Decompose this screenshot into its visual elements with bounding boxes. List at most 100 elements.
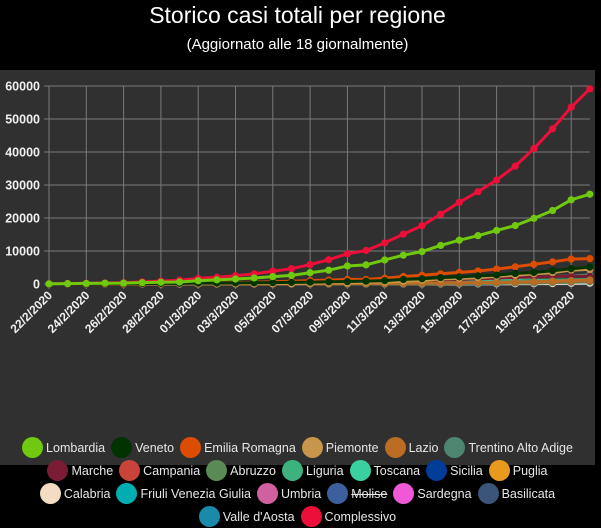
- data-point[interactable]: [437, 242, 444, 249]
- legend-label: Calabria: [64, 487, 111, 501]
- data-point[interactable]: [101, 280, 108, 287]
- data-point[interactable]: [493, 271, 500, 278]
- legend-item[interactable]: Campania: [119, 460, 200, 481]
- legend-item[interactable]: Friuli Venezia Giulia: [116, 483, 250, 504]
- data-point[interactable]: [456, 237, 463, 244]
- legend-item[interactable]: Lombardia: [22, 437, 105, 458]
- legend-item[interactable]: Emilia Romagna: [180, 437, 296, 458]
- legend-item[interactable]: Lazio: [385, 437, 439, 458]
- data-point[interactable]: [456, 199, 463, 206]
- legend-item[interactable]: Veneto: [111, 437, 174, 458]
- data-point[interactable]: [586, 276, 593, 283]
- data-point[interactable]: [344, 278, 351, 285]
- data-point[interactable]: [586, 255, 593, 262]
- data-point[interactable]: [325, 278, 332, 285]
- data-point[interactable]: [530, 278, 537, 285]
- data-point[interactable]: [344, 250, 351, 257]
- data-point[interactable]: [474, 188, 481, 195]
- legend-item[interactable]: Toscana: [350, 460, 421, 481]
- data-point[interactable]: [493, 227, 500, 234]
- legend-label: Sicilia: [450, 464, 483, 478]
- data-point[interactable]: [251, 274, 258, 281]
- data-point[interactable]: [568, 104, 575, 111]
- data-point[interactable]: [362, 278, 369, 285]
- data-point[interactable]: [512, 270, 519, 277]
- data-point[interactable]: [512, 222, 519, 229]
- data-point[interactable]: [64, 280, 71, 287]
- data-point[interactable]: [418, 222, 425, 229]
- data-point[interactable]: [325, 256, 332, 263]
- legend-item[interactable]: Trentino Alto Adige: [444, 437, 572, 458]
- legend-item[interactable]: Calabria: [40, 483, 111, 504]
- legend-item[interactable]: Umbria: [257, 483, 321, 504]
- data-point[interactable]: [400, 276, 407, 283]
- data-point[interactable]: [437, 274, 444, 281]
- data-point[interactable]: [512, 163, 519, 170]
- data-point[interactable]: [586, 85, 593, 92]
- data-point[interactable]: [530, 145, 537, 152]
- data-point[interactable]: [381, 256, 388, 263]
- data-point[interactable]: [512, 263, 519, 270]
- data-point[interactable]: [549, 278, 556, 285]
- data-point[interactable]: [549, 258, 556, 265]
- legend-item[interactable]: Basilicata: [478, 483, 556, 504]
- data-point[interactable]: [549, 207, 556, 214]
- data-point[interactable]: [325, 267, 332, 274]
- legend-item[interactable]: Liguria: [282, 460, 344, 481]
- legend-item[interactable]: Abruzzo: [206, 460, 276, 481]
- legend-item[interactable]: Marche: [47, 460, 113, 481]
- data-point[interactable]: [568, 196, 575, 203]
- y-tick-label: 60000: [5, 80, 40, 94]
- data-point[interactable]: [232, 275, 239, 282]
- data-point[interactable]: [45, 280, 52, 287]
- data-point[interactable]: [437, 211, 444, 218]
- data-point[interactable]: [549, 125, 556, 132]
- data-point[interactable]: [586, 191, 593, 198]
- data-point[interactable]: [568, 277, 575, 284]
- data-point[interactable]: [400, 231, 407, 238]
- data-point[interactable]: [288, 272, 295, 279]
- data-point[interactable]: [530, 269, 537, 276]
- data-point[interactable]: [195, 277, 202, 284]
- data-point[interactable]: [530, 215, 537, 222]
- data-point[interactable]: [568, 255, 575, 262]
- data-point[interactable]: [344, 262, 351, 269]
- data-point[interactable]: [381, 277, 388, 284]
- legend-item[interactable]: Complessivo: [301, 506, 397, 527]
- data-point[interactable]: [176, 278, 183, 285]
- data-point[interactable]: [307, 269, 314, 276]
- data-point[interactable]: [549, 267, 556, 274]
- data-point[interactable]: [269, 273, 276, 280]
- data-point[interactable]: [381, 239, 388, 246]
- y-tick-label: 50000: [5, 113, 40, 127]
- data-point[interactable]: [474, 272, 481, 279]
- data-point[interactable]: [493, 176, 500, 183]
- data-point[interactable]: [530, 261, 537, 268]
- data-point[interactable]: [474, 232, 481, 239]
- legend-item[interactable]: Puglia: [489, 460, 548, 481]
- data-point[interactable]: [288, 265, 295, 272]
- data-point[interactable]: [307, 261, 314, 268]
- legend-item[interactable]: Molise: [327, 483, 387, 504]
- legend-item[interactable]: Valle d'Aosta: [199, 506, 295, 527]
- data-point[interactable]: [418, 275, 425, 282]
- data-point[interactable]: [400, 252, 407, 259]
- data-point[interactable]: [157, 279, 164, 286]
- data-point[interactable]: [512, 279, 519, 286]
- data-point[interactable]: [307, 279, 314, 286]
- data-point[interactable]: [139, 279, 146, 286]
- legend-item[interactable]: Sicilia: [426, 460, 483, 481]
- legend-item[interactable]: Sardegna: [393, 483, 471, 504]
- data-point[interactable]: [456, 273, 463, 280]
- legend-item[interactable]: Piemonte: [302, 437, 379, 458]
- data-point[interactable]: [568, 265, 575, 272]
- data-point[interactable]: [213, 276, 220, 283]
- data-point[interactable]: [586, 263, 593, 270]
- data-point[interactable]: [362, 261, 369, 268]
- data-point[interactable]: [120, 280, 127, 287]
- data-point[interactable]: [83, 280, 90, 287]
- data-point[interactable]: [418, 248, 425, 255]
- data-point[interactable]: [288, 279, 295, 286]
- data-point[interactable]: [362, 247, 369, 254]
- legend-row: Calabria Friuli Venezia Giulia Umbria Molis…: [0, 482, 595, 505]
